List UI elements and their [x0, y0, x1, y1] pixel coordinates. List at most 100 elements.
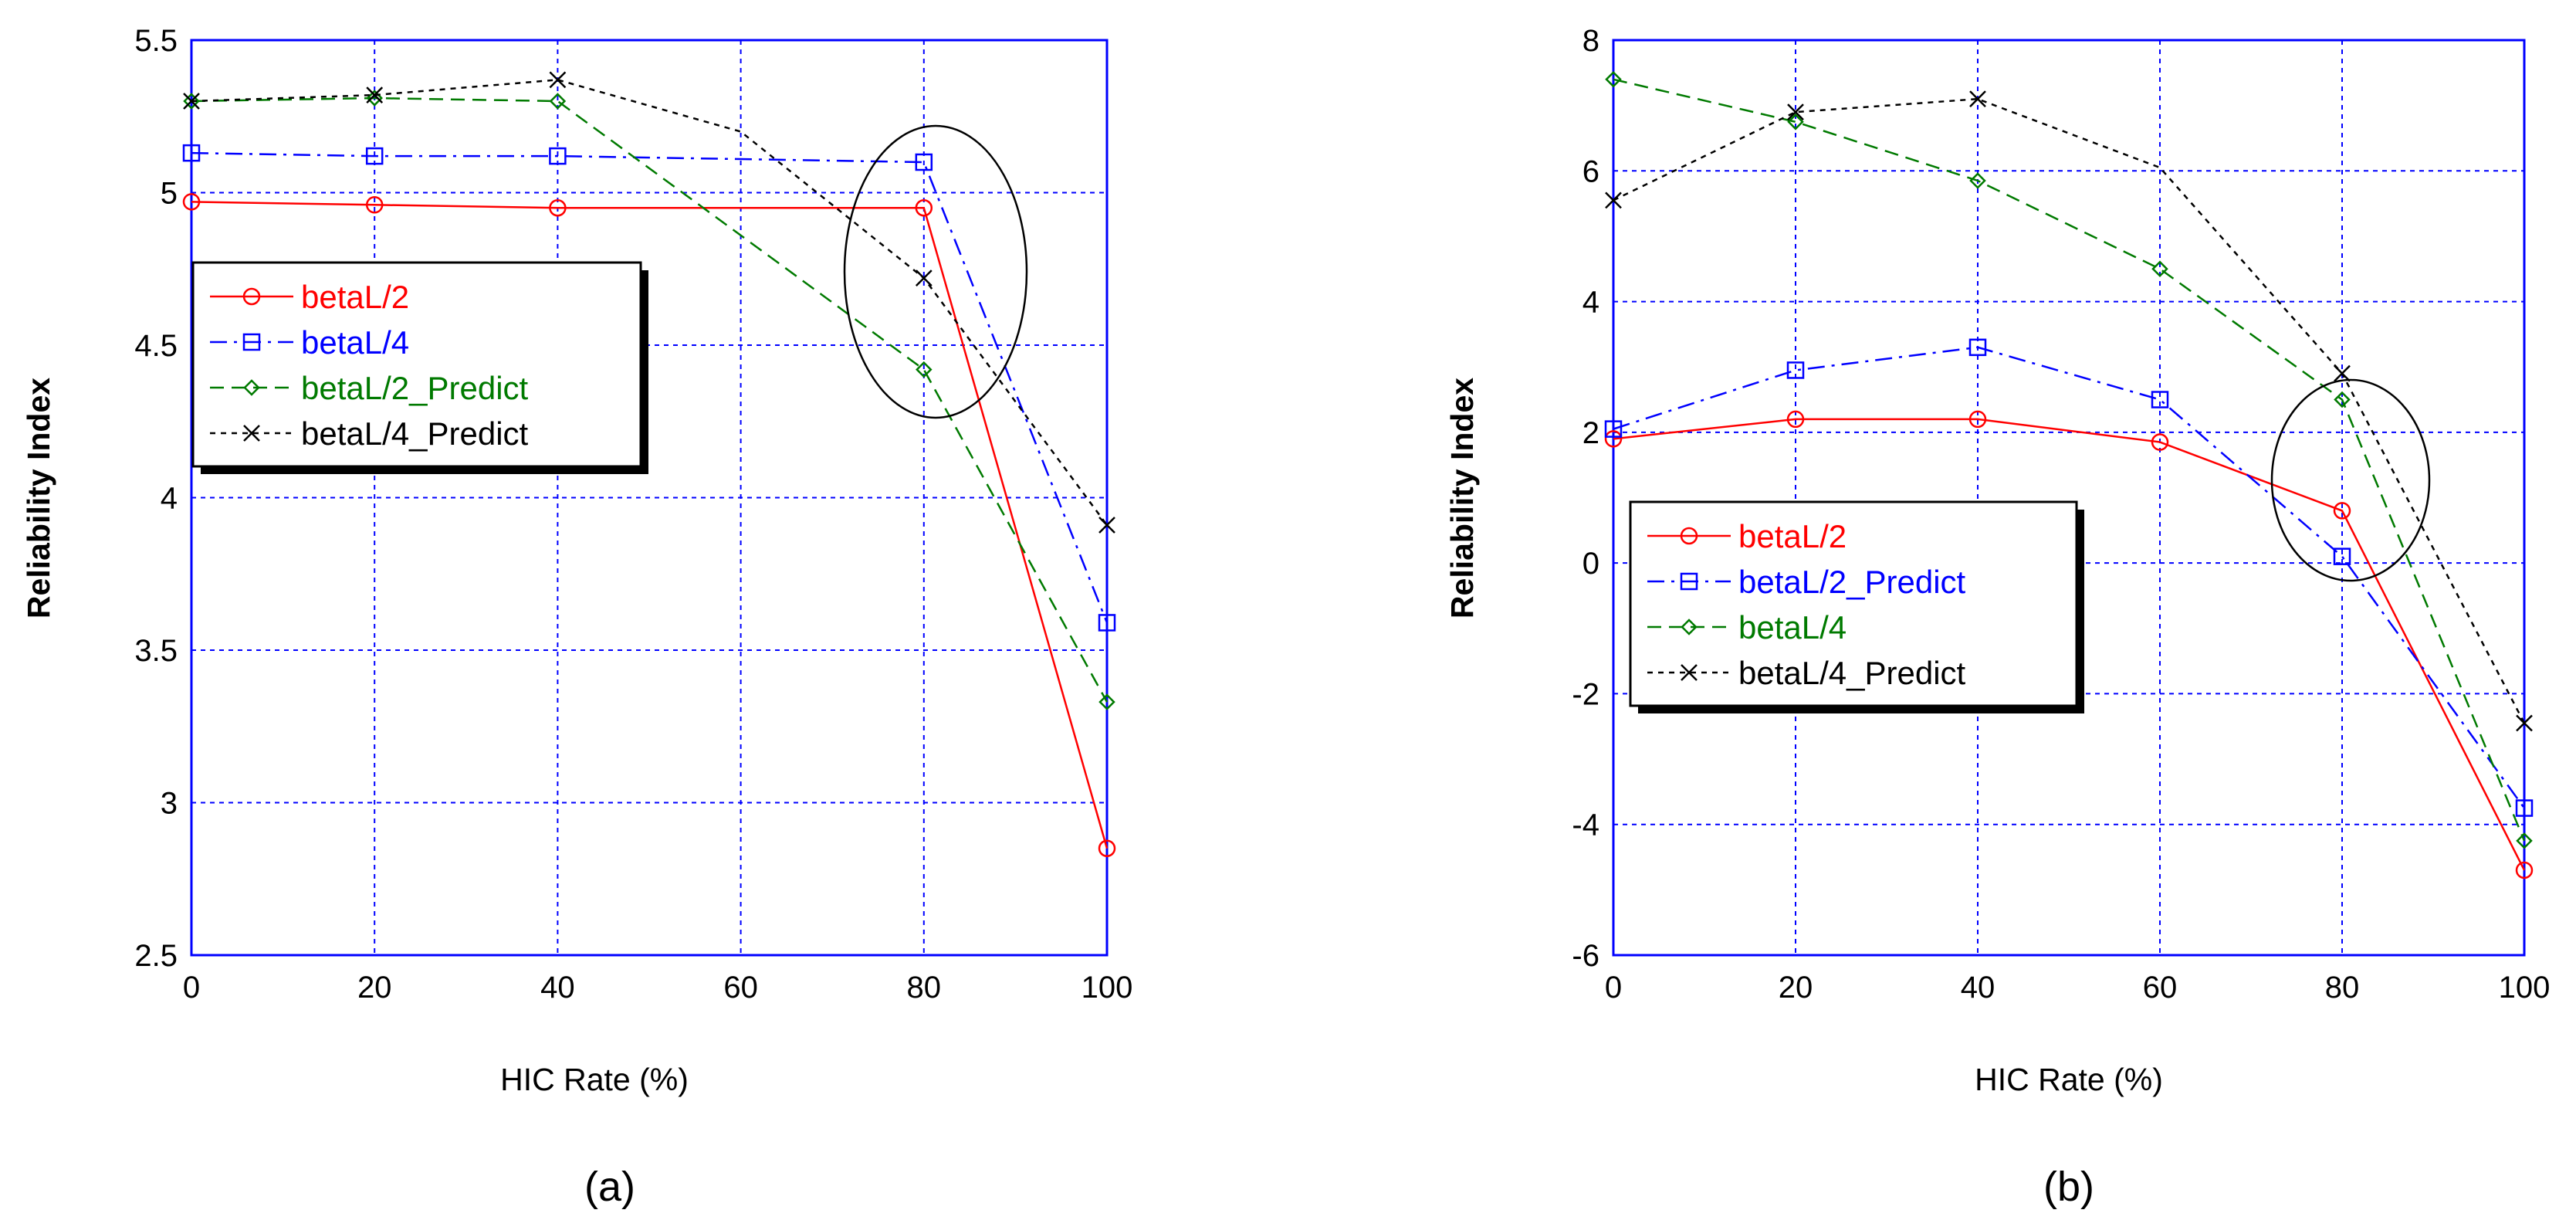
chart-a-legend-marker-2 [243, 379, 260, 396]
chart-a-y-axis-label: Reliability Index [21, 378, 56, 618]
chart-a-y-tick-label: 5 [161, 177, 178, 211]
chart-a-series-0-point [365, 196, 384, 214]
chart-b-series-0-point [2151, 433, 2169, 451]
chart-b-series-line-3 [1613, 97, 2526, 724]
chart-a-series-0-point [915, 199, 933, 217]
chart-b-series-line-2 [1613, 78, 2526, 842]
chart-b-y-tick-label: 6 [1582, 154, 1599, 188]
chart-a-panel-label: (a) [584, 1164, 635, 1210]
chart-b-series-3-point [1787, 103, 1804, 120]
chart-b-series-3-point [2334, 364, 2351, 382]
chart-b-series-1-point [1604, 420, 1623, 438]
chart-b-series-group [1604, 71, 2534, 879]
chart-a-x-tick-label: 100 [1082, 971, 1133, 1005]
chart-a-legend-marker-0 [242, 287, 261, 306]
chart-a-series-1-point [915, 153, 933, 171]
chart-a-series-1-point [182, 144, 201, 162]
chart-b-x-tick-label: 20 [1779, 971, 1813, 1005]
chart-b-legend-label-2: betaL/4 [1738, 609, 1847, 646]
chart-a-series-line-1 [191, 151, 1109, 623]
chart-b-series-3-point [1969, 90, 1986, 108]
chart-a-series-2-point [1098, 693, 1115, 710]
chart-b-series-1-point [2515, 799, 2534, 817]
chart-b-x-tick-label: 40 [1961, 971, 1995, 1005]
chart-b-series-2-point [2151, 260, 2168, 278]
chart-a-series-0-point [1098, 839, 1116, 857]
chart-b-series-0-point [1968, 410, 1987, 429]
chart-a-legend-label-2: betaL/2_Predict [301, 370, 529, 406]
chart-b-legend-label-1: betaL/2_Predict [1738, 564, 1966, 600]
chart-b-legend: betaL/2 betaL/2_Predict betaL/4 betaL/4_Pre… [1629, 500, 2084, 713]
chart-a-y-tick-label: 3 [161, 787, 178, 821]
chart-b-panel-label: (b) [2043, 1164, 2094, 1210]
chart-a-x-tick-label: 40 [540, 971, 575, 1005]
chart-b-x-tick-label: 0 [1605, 971, 1622, 1005]
chart-b-x-tick-label: 100 [2499, 971, 2551, 1005]
chart-b-legend-marker-1 [1680, 572, 1698, 591]
chart-b-y-tick-label: -6 [1572, 939, 1599, 973]
chart-a-series-1-point [549, 147, 567, 165]
chart-a-legend-marker-1 [242, 333, 261, 351]
chart-b-y-tick-label: 8 [1582, 24, 1599, 58]
chart-b-gridlines [1613, 40, 2524, 955]
chart-b-series-2-point [2334, 391, 2351, 408]
chart-b-series-1-point [1968, 338, 1987, 357]
chart-b-series-2-point [1969, 172, 1986, 189]
chart-b-legend-marker-0 [1680, 527, 1698, 545]
chart-b-series-0-point [2333, 502, 2351, 520]
chart-a-series-3-point [915, 269, 933, 286]
chart-b-plot-frame [1612, 39, 2526, 957]
chart-b-y-tick-label: 4 [1582, 286, 1599, 320]
chart-a-series-group [182, 71, 1116, 857]
chart-a-legend-marker-3 [243, 425, 260, 442]
chart-a-series-0-point [549, 199, 567, 217]
chart-a-series-1-point [365, 147, 384, 165]
chart-b-series-line-0 [1613, 418, 2526, 871]
chart-a-series-2-point [549, 93, 567, 110]
chart-b-x-axis-label: HIC Rate (%) [1975, 1062, 2163, 1097]
chart-a-y-tick-label: 2.5 [134, 939, 178, 973]
chart-b-series-1-point [1786, 361, 1805, 379]
chart-b-series-2-point [2516, 832, 2533, 849]
chart-a-series-2-point [183, 93, 200, 110]
chart-a-y-tick-label: 4 [161, 482, 178, 516]
chart-b-series-3-point [2516, 714, 2533, 732]
chart-a-series-line-3 [191, 79, 1109, 526]
chart-b-series-1-point [2151, 391, 2169, 408]
chart-b-y-tick-label: -4 [1572, 808, 1599, 842]
chart-a-x-tick-label: 20 [357, 971, 392, 1005]
chart-b-tick-labels: 0 20 40 60 80 100 -6 -4 -2 0 2 4 6 8 [1572, 24, 2550, 1005]
chart-a-series-line-0 [191, 201, 1109, 849]
chart-a-series-3-point [549, 71, 567, 89]
chart-a-x-tick-label: 0 [183, 971, 200, 1005]
chart-b-legend-marker-3 [1681, 664, 1698, 681]
chart-b-series-0-point [1786, 410, 1805, 429]
chart-b-y-axis-label: Reliability Index [1444, 378, 1480, 618]
chart-a-legend-label-1: betaL/4 [301, 324, 409, 361]
chart-a-x-tick-label: 60 [723, 971, 758, 1005]
chart-b-series-1-point [2333, 547, 2351, 565]
chart-b-y-tick-label: 2 [1582, 416, 1599, 450]
chart-a-series-3-point [183, 93, 200, 110]
chart-a-series-0-point [182, 193, 201, 211]
chart-b-series-line-1 [1613, 346, 2526, 809]
chart-a-series-2-point [916, 361, 933, 378]
chart-a-x-axis-label: HIC Rate (%) [500, 1062, 689, 1097]
chart-a-legend-label-3: betaL/4_Predict [301, 415, 529, 452]
chart-b-x-tick-label: 60 [2143, 971, 2178, 1005]
chart-b-y-tick-label: 0 [1582, 547, 1599, 581]
chart-a-legend-label-0: betaL/2 [301, 279, 409, 315]
chart-b-series-2-point [1605, 71, 1622, 88]
chart-b-series-0-point [2515, 861, 2534, 879]
chart-b-legend-label-0: betaL/2 [1738, 518, 1847, 554]
chart-a-plot-frame [190, 39, 1109, 957]
chart-a-y-tick-label: 3.5 [134, 634, 178, 668]
chart-b-x-tick-label: 80 [2325, 971, 2360, 1005]
chart-a-x-tick-label: 80 [907, 971, 942, 1005]
chart-b-y-tick-label: -2 [1572, 677, 1599, 711]
chart-b-legend-marker-2 [1681, 618, 1698, 635]
chart-b-series-0-point [1604, 430, 1623, 448]
chart-b-legend-label-3: betaL/4_Predict [1738, 655, 1966, 691]
chart-a-highlight-ellipse [843, 124, 1028, 419]
